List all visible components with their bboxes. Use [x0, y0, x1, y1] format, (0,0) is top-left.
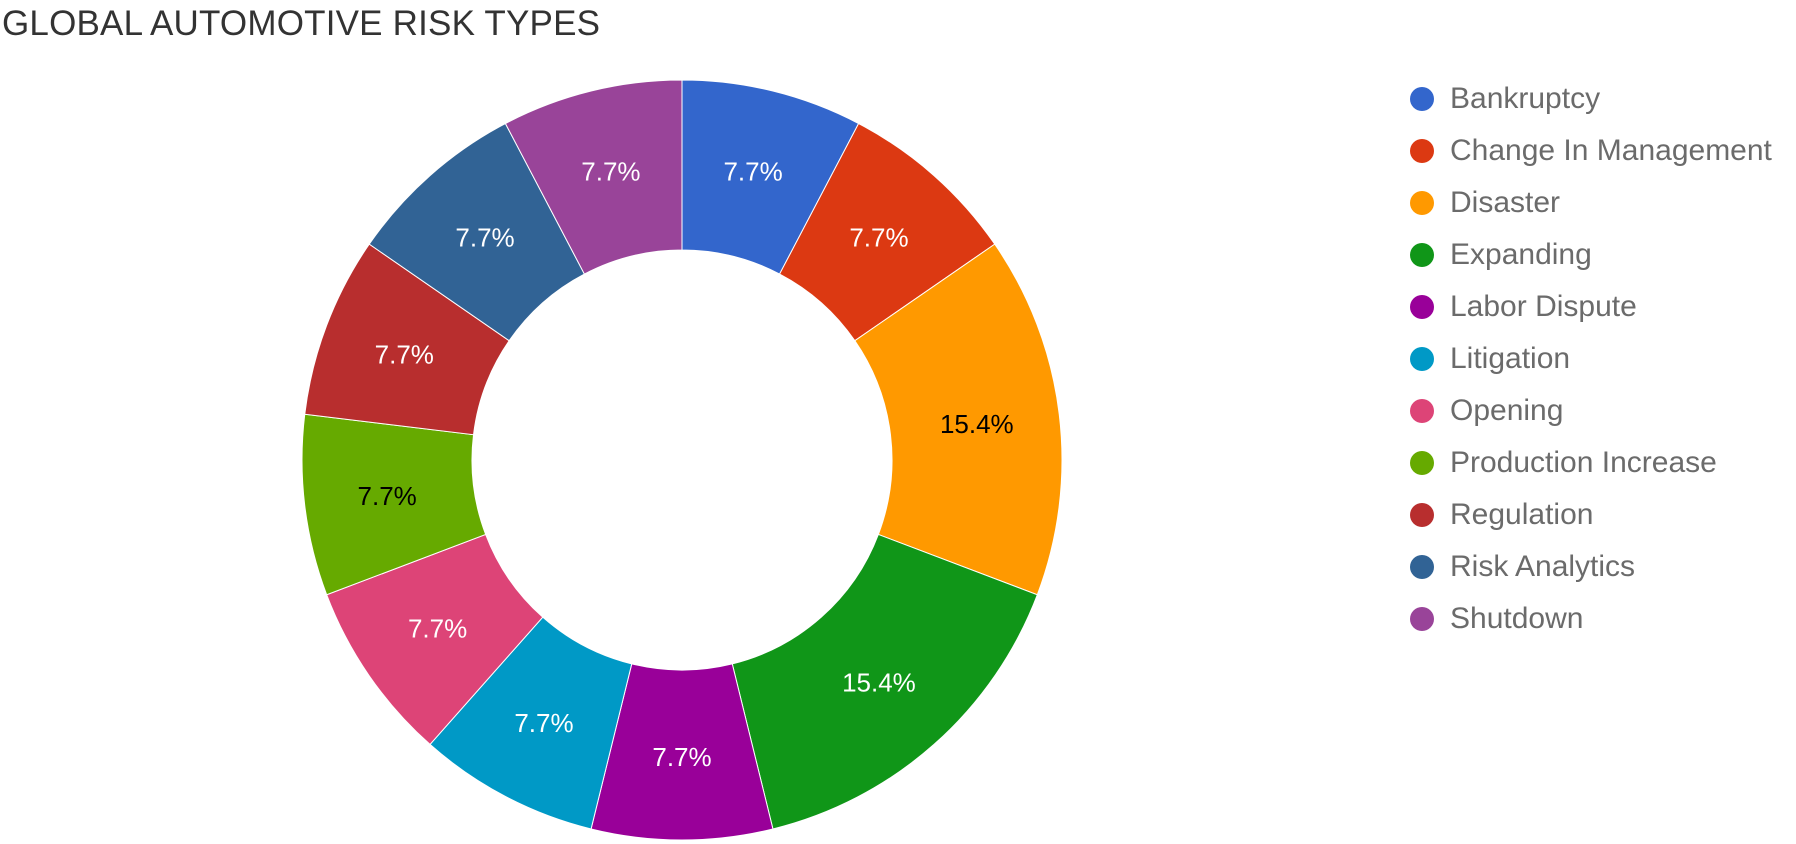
legend-label: Labor Dispute	[1450, 290, 1637, 323]
legend-label: Production Increase	[1450, 446, 1717, 479]
legend-label: Litigation	[1450, 342, 1571, 375]
legend-item[interactable]: Regulation	[1410, 489, 1772, 541]
legend-item[interactable]: Change In Management	[1410, 125, 1772, 177]
slice-percent-label: 7.7%	[408, 614, 467, 644]
legend-swatch-icon	[1410, 451, 1434, 475]
slice-percent-label: 7.7%	[375, 340, 434, 370]
slice-percent-label: 7.7%	[358, 481, 417, 511]
donut-slice[interactable]	[731, 533, 1038, 830]
slice-percent-label: 7.7%	[652, 742, 711, 772]
legend-swatch-icon	[1410, 87, 1434, 111]
legend-label: Regulation	[1450, 498, 1594, 531]
slice-percent-label: 7.7%	[849, 223, 908, 253]
legend-swatch-icon	[1410, 399, 1434, 423]
donut-slice-labels: 7.7% 7.7% 15.4% 15.4% 7.7% 7.7% 7.7% 7.7% 7.7% 7.…	[358, 157, 1014, 772]
donut-slice[interactable]	[854, 243, 1063, 596]
legend-label: Shutdown	[1450, 602, 1584, 635]
legend-item[interactable]: Production Increase	[1410, 437, 1772, 489]
slice-percent-label: 7.7%	[723, 157, 782, 187]
legend-item[interactable]: Disaster	[1410, 177, 1772, 229]
legend-swatch-icon	[1410, 139, 1434, 163]
legend-label: Disaster	[1450, 186, 1561, 219]
legend-item[interactable]: Bankruptcy	[1410, 73, 1772, 125]
legend-item[interactable]: Labor Dispute	[1410, 281, 1772, 333]
legend-label: Change In Management	[1450, 134, 1772, 167]
chart-legend: Bankruptcy Change In Management Disaster Ex…	[1410, 73, 1772, 645]
legend-label: Risk Analytics	[1450, 550, 1636, 583]
legend-item[interactable]: Litigation	[1410, 333, 1772, 385]
legend-swatch-icon	[1410, 295, 1434, 319]
slice-percent-label: 7.7%	[514, 708, 573, 738]
legend-item[interactable]: Shutdown	[1410, 593, 1772, 645]
legend-swatch-icon	[1410, 503, 1434, 527]
legend-swatch-icon	[1410, 555, 1434, 579]
slice-percent-label: 15.4%	[940, 409, 1014, 439]
legend-label: Expanding	[1450, 238, 1592, 271]
legend-swatch-icon	[1410, 243, 1434, 267]
legend-swatch-icon	[1410, 347, 1434, 371]
legend-swatch-icon	[1410, 191, 1434, 215]
chart-title: GLOBAL AUTOMOTIVE RISK TYPES	[2, 4, 601, 43]
slice-percent-label: 7.7%	[455, 223, 514, 253]
donut-slices	[301, 79, 1063, 841]
legend-swatch-icon	[1410, 607, 1434, 631]
slice-percent-label: 15.4%	[842, 667, 916, 697]
legend-label: Opening	[1450, 394, 1564, 427]
slice-percent-label: 7.7%	[581, 157, 640, 187]
legend-item[interactable]: Risk Analytics	[1410, 541, 1772, 593]
legend-label: Bankruptcy	[1450, 82, 1601, 115]
legend-item[interactable]: Opening	[1410, 385, 1772, 437]
legend-item[interactable]: Expanding	[1410, 229, 1772, 281]
donut-slice[interactable]	[504, 79, 683, 275]
